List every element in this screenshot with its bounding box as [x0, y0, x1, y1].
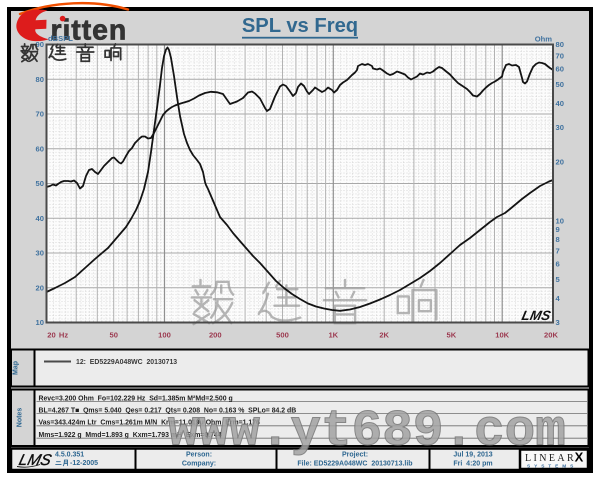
svg-text:40: 40: [36, 214, 44, 223]
svg-text:20: 20: [36, 283, 44, 292]
svg-text:Project:: Project:: [342, 452, 368, 459]
svg-text:File: ED5229A048WC 20130713.l: File: ED5229A048WC 20130713.lib: [297, 461, 412, 468]
svg-text:50: 50: [36, 179, 44, 188]
svg-text:www.yt689.com: www.yt689.com: [168, 404, 566, 461]
svg-text:LINEAR: LINEAR: [525, 453, 576, 464]
svg-text:5: 5: [556, 275, 561, 284]
svg-text:Mms=1.922 g Mmd=1.893 g Kxm=: Mms=1.922 g Mmd=1.893 g Kxm=1.793 mH Exm…: [39, 432, 222, 439]
svg-text:20: 20: [47, 331, 55, 340]
svg-text:Hz: Hz: [59, 331, 68, 340]
svg-text:Person:: Person:: [186, 452, 212, 459]
svg-text:40: 40: [556, 99, 564, 108]
svg-text:LMS: LMS: [17, 452, 54, 469]
svg-text:-12-2005: -12-2005: [70, 460, 98, 467]
svg-text:Company:: Company:: [182, 461, 216, 468]
svg-text:60: 60: [556, 65, 564, 74]
svg-text:SPL vs Freq: SPL vs Freq: [242, 15, 358, 37]
svg-text:200: 200: [209, 331, 222, 340]
svg-text:BL=4.267 T■ Qms= 5.040 Qes=: BL=4.267 T■ Qms= 5.040 Qes= 0.217 Qts= 0…: [39, 407, 297, 414]
svg-text:SYSTEMS: SYSTEMS: [527, 464, 577, 470]
svg-text:50: 50: [556, 80, 564, 89]
svg-text:4: 4: [556, 294, 561, 303]
svg-text:70: 70: [36, 110, 44, 119]
svg-text:80: 80: [556, 40, 564, 49]
svg-text:90: 90: [36, 40, 44, 49]
svg-text:10: 10: [36, 318, 44, 327]
svg-text:1K: 1K: [328, 331, 338, 340]
svg-text:Revc=3.200 Ohm Fo=102.229 Hz: Revc=3.200 Ohm Fo=102.229 Hz Sd=1.385m M…: [39, 395, 233, 402]
svg-text:3: 3: [556, 318, 560, 327]
svg-text:6: 6: [556, 260, 560, 269]
svg-text:60: 60: [36, 144, 44, 153]
svg-text:9: 9: [556, 225, 560, 234]
svg-text:8: 8: [556, 235, 560, 244]
svg-text:4.5.0.351: 4.5.0.351: [55, 452, 84, 459]
svg-text:Jul 19, 2013: Jul 19, 2013: [453, 452, 492, 459]
svg-text:Vas=343.424m Ltr Cms=1.261m M: Vas=343.424m Ltr Cms=1.261m M/N Krm=11.0…: [39, 420, 261, 427]
svg-text:LMS: LMS: [520, 308, 552, 323]
svg-text:dBSPL: dBSPL: [48, 34, 73, 43]
svg-text:2K: 2K: [379, 331, 389, 340]
svg-text:7: 7: [556, 247, 560, 256]
svg-text:500: 500: [276, 331, 289, 340]
svg-text:Ohm: Ohm: [535, 35, 553, 44]
svg-text:5K: 5K: [447, 331, 457, 340]
svg-text:10K: 10K: [495, 331, 509, 340]
svg-text:Notes: Notes: [17, 408, 24, 428]
svg-text:12: ED5229A048WC 20130713: 12: ED5229A048WC 20130713: [76, 359, 177, 366]
svg-text:X: X: [575, 450, 584, 465]
svg-text:50: 50: [109, 331, 117, 340]
svg-text:30: 30: [556, 123, 564, 132]
svg-text:100: 100: [158, 331, 171, 340]
svg-text:30: 30: [36, 249, 44, 258]
svg-text:Fri 4:20 pm: Fri 4:20 pm: [453, 461, 492, 468]
svg-text:20K: 20K: [544, 331, 558, 340]
svg-text:80: 80: [36, 75, 44, 84]
svg-text:70: 70: [556, 52, 564, 61]
svg-text:10: 10: [556, 216, 564, 225]
svg-text:Map: Map: [13, 361, 20, 375]
svg-text:20: 20: [556, 158, 564, 167]
